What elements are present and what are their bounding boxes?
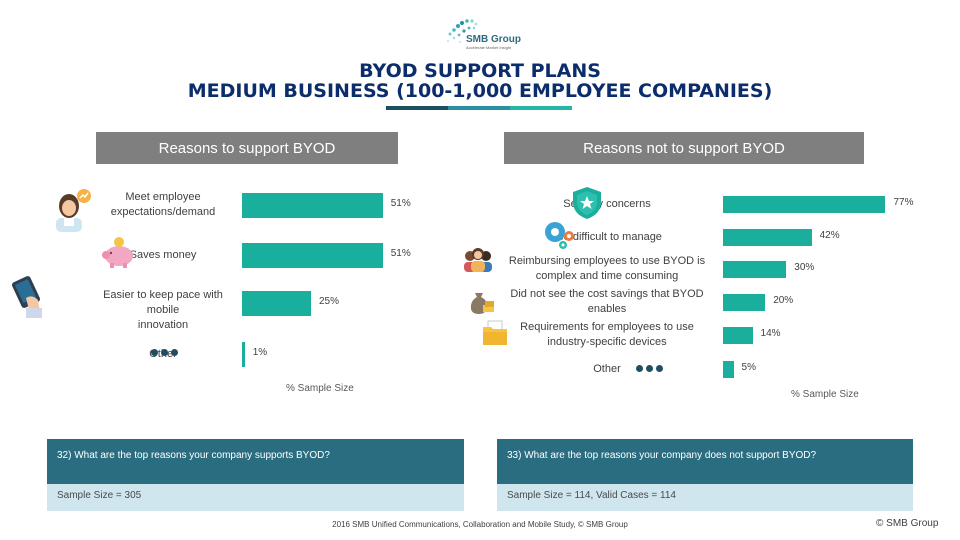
right-bar-1: [723, 228, 812, 246]
left-x-axis-label: % Sample Size: [286, 383, 354, 394]
right-ellipsis-icon: [636, 365, 663, 372]
footer-copyright: © SMB Group: [876, 518, 939, 529]
right-value-label-3: 20%: [773, 295, 794, 306]
right-category-label-3: Did not see the cost savings that BYOD en…: [510, 288, 704, 315]
right-value-label-1: 42%: [819, 230, 840, 241]
right-chart-title: Reasons not to support BYOD: [504, 132, 864, 164]
left-value-label-2: 25%: [319, 296, 340, 307]
left-value-label-1: 51%: [390, 248, 411, 259]
footer-source: 2016 SMB Unified Communications, Collabo…: [332, 520, 628, 529]
people-group-icon: [464, 248, 492, 272]
left-category-label-2: Easier to keep pace with mobile innovatio…: [103, 289, 223, 331]
right-value-label-2: 30%: [794, 262, 815, 273]
right-x-axis-label: % Sample Size: [791, 389, 859, 400]
left-value-label-3: 1%: [252, 347, 268, 358]
left-bar-0: [242, 192, 383, 218]
left-ellipsis-icon: [151, 349, 178, 356]
page-title-line1: BYOD SUPPORT PLANS: [359, 60, 601, 82]
smb-group-logo-icon: [447, 19, 478, 43]
right-question-text: 33) What are the top reasons your compan…: [497, 439, 913, 484]
left-bar-3: [242, 341, 245, 367]
right-value-label-5: 5%: [741, 362, 756, 373]
left-chart-title: Reasons to support BYOD: [96, 132, 398, 164]
left-bar-2: [242, 290, 311, 316]
title-underline: [386, 106, 572, 110]
left-value-label-0: 51%: [390, 198, 411, 209]
right-sample-size: Sample Size = 114, Valid Cases = 114: [497, 484, 913, 511]
logo-name: SMB Group: [466, 34, 521, 45]
left-sample-size: Sample Size = 305: [47, 484, 464, 511]
left-category-label-0: Meet employee expectations/demand: [110, 191, 216, 218]
right-question-box: 33) What are the top reasons your compan…: [497, 439, 913, 511]
left-question-text: 32) What are the top reasons your compan…: [47, 439, 464, 484]
right-bar-4: [723, 326, 753, 344]
logo-tagline: Accelerate Market Insight: [466, 45, 512, 50]
right-category-label-0: Security concerns: [563, 197, 651, 210]
gears-icon: [545, 222, 574, 249]
mobile-phone-icon: [12, 276, 42, 318]
left-category-label-1: Saves money: [129, 248, 197, 261]
shield-icon: [573, 187, 601, 219]
left-question-box: 32) What are the top reasons your compan…: [47, 439, 464, 511]
employee-icon: [56, 189, 91, 232]
right-value-label-0: 77%: [893, 197, 914, 208]
folder-icon: [483, 320, 507, 345]
right-bar-5: [723, 360, 734, 378]
right-category-label-2: Reimbursing employees to use BYOD is comp…: [508, 255, 706, 282]
right-value-label-4: 14%: [760, 328, 781, 339]
right-category-label-1: Too difficult to manage: [552, 230, 662, 243]
page-title-line2: MEDIUM BUSINESS (100-1,000 EMPLOYEE COMP…: [187, 80, 773, 102]
right-category-label-4: Requirements for employees to use industr…: [520, 321, 694, 348]
right-bar-0: [723, 195, 886, 213]
right-category-label-5: Other: [593, 362, 621, 375]
money-bag-icon: [470, 293, 494, 314]
left-bar-1: [242, 242, 383, 268]
right-bar-3: [723, 293, 766, 311]
piggy-bank-icon: [102, 237, 133, 268]
right-bar-2: [723, 260, 787, 278]
